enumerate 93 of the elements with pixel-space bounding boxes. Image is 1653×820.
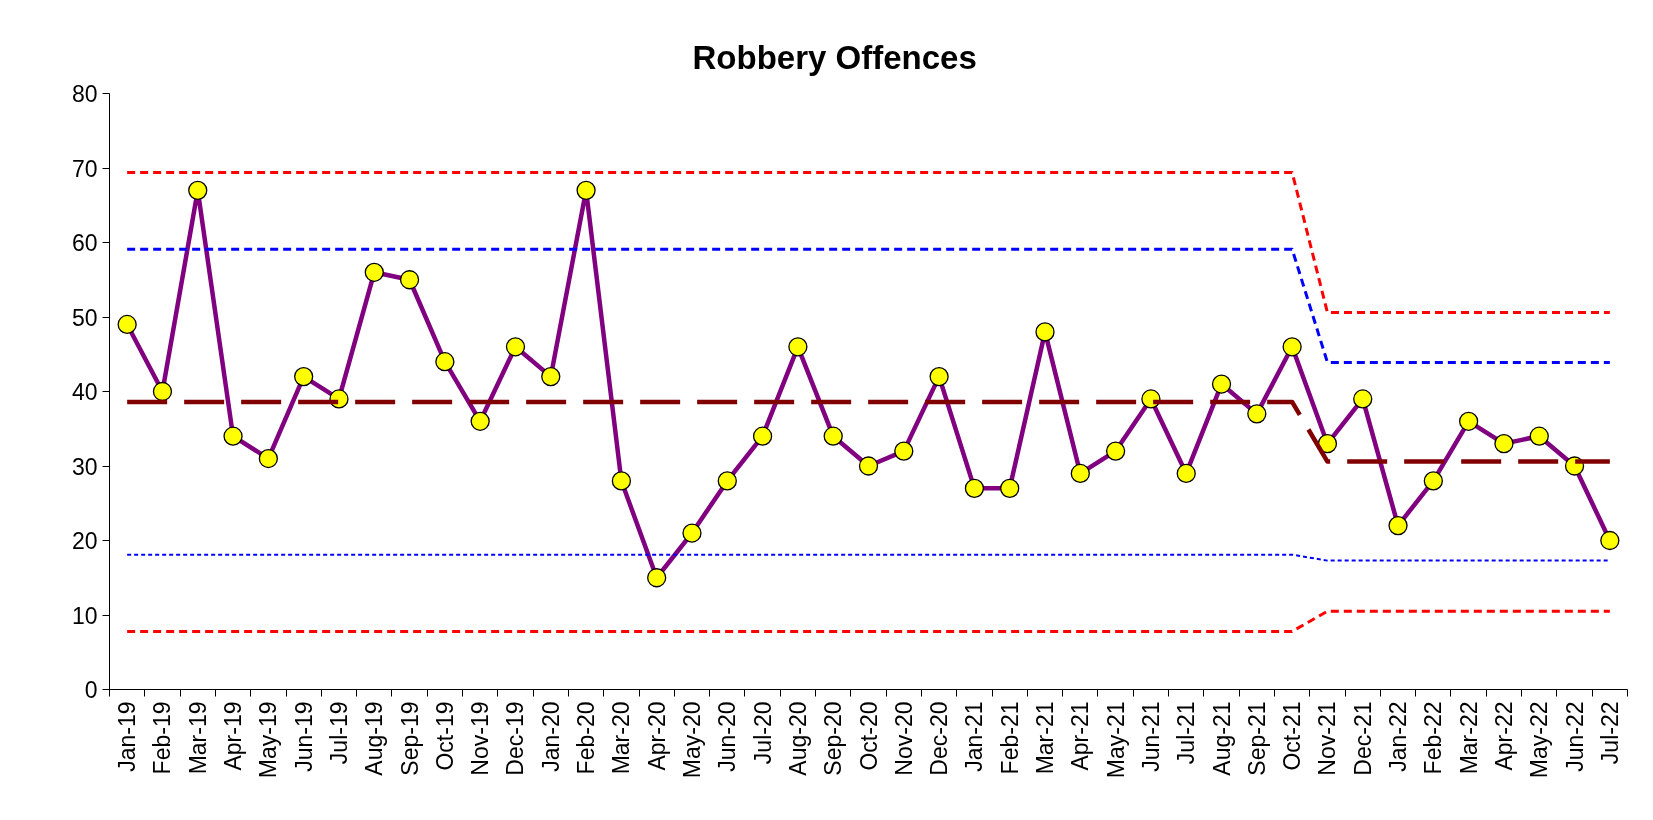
point	[188, 180, 208, 200]
point	[541, 366, 561, 387]
point	[258, 448, 279, 469]
x-tick-label: Feb-19	[149, 701, 176, 775]
x-tick-label: Aug-19	[361, 701, 388, 776]
y-tick-label: 60	[71, 230, 98, 256]
point	[647, 568, 667, 588]
x-tick-label: Jan-22	[1385, 701, 1412, 772]
point	[1423, 471, 1443, 491]
point	[117, 314, 137, 335]
x-tick-label: Jun-19	[290, 701, 317, 772]
point	[1247, 404, 1267, 424]
x-tick-label: May-19	[255, 701, 282, 779]
x-tick-label: Aug-20	[784, 701, 811, 776]
point	[1494, 434, 1514, 454]
point	[435, 352, 455, 372]
point	[682, 523, 702, 543]
x-tick-label: Jun-20	[714, 701, 741, 772]
x-tick-label: Apr-20	[643, 701, 670, 771]
x-tick-label: Jan-21	[961, 701, 988, 772]
point	[894, 441, 914, 461]
x-tick-label: Dec-20	[926, 701, 953, 776]
x-tick-label: Sep-20	[820, 701, 847, 776]
x-tick-label: Feb-20	[573, 701, 600, 775]
y-tick-label: 10	[71, 602, 98, 629]
point	[717, 471, 737, 491]
point	[399, 270, 420, 290]
x-tick-label: Mar-22	[1455, 701, 1482, 775]
y-tick-label: 80	[71, 81, 98, 107]
point	[1388, 515, 1408, 536]
point	[364, 262, 384, 282]
x-tick-label: Jan-20	[537, 701, 564, 772]
point	[1000, 478, 1020, 498]
x-tick-label: Oct-19	[431, 701, 458, 771]
x-tick-label: Jul-20	[749, 701, 776, 765]
y-tick-label: 70	[71, 155, 98, 182]
point	[611, 471, 632, 491]
point	[152, 381, 173, 402]
point	[1211, 374, 1232, 394]
x-tick-label: May-22	[1526, 701, 1553, 779]
point	[1070, 463, 1090, 484]
x-tick-label: Sep-21	[1243, 701, 1270, 776]
point	[1176, 463, 1196, 484]
x-tick-label: Mar-19	[184, 701, 211, 775]
x-tick-label: Nov-20	[890, 701, 917, 776]
point	[1529, 426, 1549, 446]
x-tick-label: Jul-22	[1596, 701, 1623, 765]
x-tick-label: Jun-22	[1561, 701, 1588, 772]
point	[788, 337, 808, 357]
y-tick-label: 50	[71, 304, 98, 331]
y-tick-label: 40	[71, 379, 98, 405]
x-tick-label: Jul-19	[325, 701, 352, 765]
x-tick-label: Mar-21	[1032, 701, 1059, 775]
x-tick-label: Feb-22	[1420, 701, 1447, 775]
x-tick-label: Dec-21	[1349, 701, 1376, 776]
y-tick-label: 30	[71, 453, 98, 480]
x-tick-label: Apr-22	[1490, 701, 1517, 771]
x-tick-label: Oct-20	[855, 701, 882, 771]
y-tick-label: 0	[84, 677, 98, 703]
y-tick-label: 20	[71, 528, 98, 554]
x-tick-label: Mar-20	[608, 701, 635, 775]
point	[223, 426, 243, 446]
point	[576, 180, 596, 200]
x-tick-label: May-20	[678, 701, 705, 779]
x-tick-label: Jan-19	[114, 701, 141, 772]
point	[505, 337, 526, 357]
x-tick-label: Apr-19	[220, 701, 247, 771]
x-tick-label: Apr-21	[1067, 701, 1094, 771]
point	[964, 478, 985, 498]
point	[294, 366, 314, 387]
point	[929, 366, 949, 387]
x-tick-label: Jul-21	[1173, 701, 1200, 765]
x-tick-label: Dec-19	[502, 701, 529, 776]
point	[1105, 441, 1126, 461]
x-tick-label: Jun-21	[1137, 701, 1164, 772]
point	[1282, 337, 1302, 357]
point	[1035, 322, 1055, 342]
x-tick-label: Nov-19	[467, 701, 494, 776]
point	[470, 411, 490, 431]
x-tick-label: Nov-21	[1314, 701, 1341, 776]
x-tick-label: Feb-21	[996, 701, 1023, 775]
point	[1600, 530, 1620, 551]
x-tick-label: Oct-21	[1279, 701, 1306, 771]
point	[1353, 389, 1373, 409]
point	[1317, 434, 1338, 454]
point	[858, 456, 879, 476]
point	[1458, 411, 1479, 431]
point	[752, 426, 773, 446]
x-tick-label: Aug-21	[1208, 701, 1235, 776]
x-tick-label: Sep-19	[396, 701, 423, 776]
point	[823, 426, 843, 446]
chart-title: Robbery Offences	[692, 38, 977, 76]
x-tick-label: May-21	[1102, 701, 1129, 779]
